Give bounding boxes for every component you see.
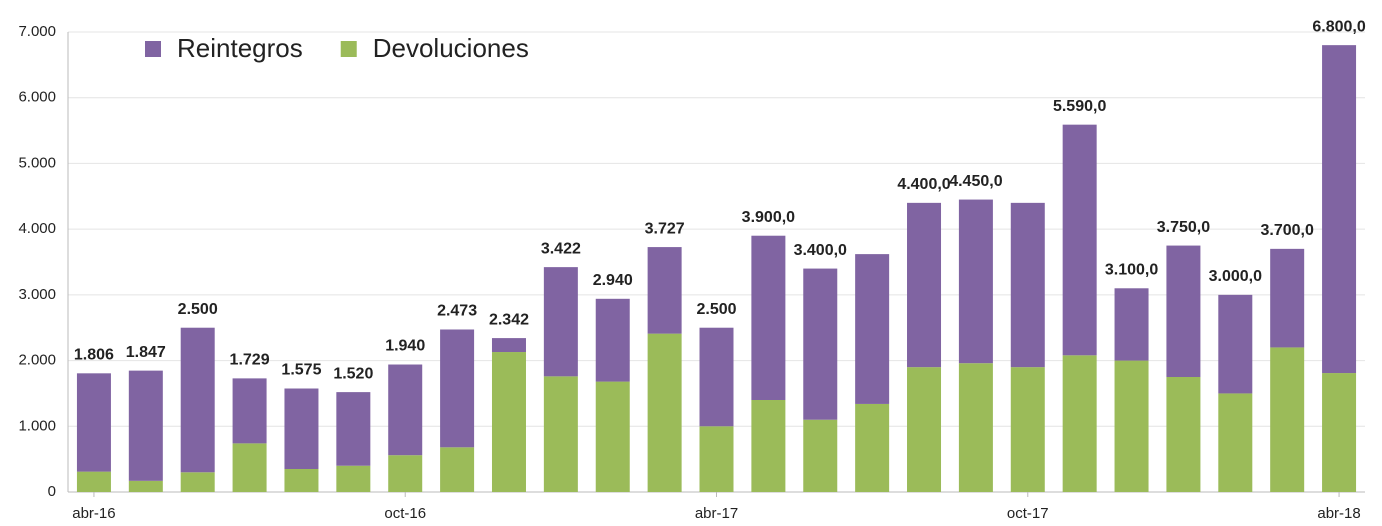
total-label: 3.422 [541,240,581,257]
bar-segment [595,298,630,382]
bar-segment [128,370,163,481]
total-label: 1.940 [385,338,425,355]
bar-segment [180,327,215,473]
bar-segment [699,327,734,427]
bar-segment [440,329,475,448]
bar-segment [1218,393,1253,492]
y-tick-label: 6.000 [18,89,56,106]
x-tick-label: abr-16 [72,505,115,522]
total-label: 2.500 [696,301,736,318]
bar-segment [907,202,942,368]
total-label: 3.900,0 [742,209,795,226]
bar-segment [958,363,993,492]
bar-segment [543,267,578,377]
total-label: 1.847 [126,344,166,361]
total-label: 2.342 [489,311,529,328]
y-tick-label: 1.000 [18,417,56,434]
y-tick-label: 2.000 [18,352,56,369]
x-tick-label: abr-17 [695,505,738,522]
bar-segment [699,426,734,492]
total-label: 3.400,0 [794,242,847,259]
bar-segment [1322,45,1357,374]
bar-segment [1270,248,1305,348]
y-tick-label: 7.000 [18,23,56,40]
bar-segment [440,447,475,492]
bar-segment [1114,288,1149,361]
total-label: 6.800,0 [1312,18,1365,35]
bar-segment [751,400,786,492]
total-label: 1.729 [230,352,270,369]
total-label: 2.473 [437,303,477,320]
bar-segment [232,443,267,492]
bar-segment [543,376,578,492]
bar-segment [491,352,526,492]
total-label: 3.100,0 [1105,262,1158,279]
bar-segment [76,373,111,472]
bar-segment [232,378,267,444]
y-tick-label: 0 [48,483,56,500]
bar-segment [1166,377,1201,492]
bar-segment [1010,367,1045,492]
total-label: 3.727 [645,220,685,237]
bar-segment [284,469,319,492]
total-label: 1.806 [74,347,114,364]
bar-segment [803,268,838,420]
total-label: 2.940 [593,272,633,289]
bar-segment [595,381,630,492]
bar-segment [751,235,786,400]
total-label: 1.520 [333,365,373,382]
bar-segment [803,419,838,492]
bar-segment [1322,373,1357,492]
y-tick-label: 4.000 [18,220,56,237]
bar-segment [1270,347,1305,492]
total-label: 3.700,0 [1260,222,1313,239]
x-tick-label: oct-16 [384,505,426,522]
bar-segment [388,364,423,456]
bar-segment [647,333,682,492]
total-label: 3.000,0 [1209,268,1262,285]
y-tick-label: 5.000 [18,154,56,171]
legend-label: Reintegros [177,33,303,63]
bar-segment [647,247,682,334]
bar-segment [1062,355,1097,492]
bar-segment [336,465,371,492]
x-tick-label: oct-17 [1007,505,1049,522]
y-tick-label: 3.000 [18,286,56,303]
total-label: 3.750,0 [1157,219,1210,236]
bar-segment [855,254,890,404]
bar-segment [855,403,890,492]
total-label: 2.500 [178,301,218,318]
bar-segment [907,367,942,492]
bar-segment [1218,294,1253,394]
legend-label: Devoluciones [373,33,529,63]
bar-segment [284,388,319,469]
total-label: 4.400,0 [897,176,950,193]
bar-segment [76,471,111,492]
bar-segment [491,338,526,353]
bar-segment [128,480,163,492]
total-label: 5.590,0 [1053,98,1106,115]
legend-swatch [145,41,161,57]
bar-segment [1114,360,1149,492]
bar-segment [1062,124,1097,356]
total-label: 4.450,0 [949,173,1002,190]
legend-swatch [340,41,357,57]
bar-segment [180,472,215,492]
x-tick-label: abr-18 [1317,505,1360,522]
bar-segment [336,392,371,466]
total-label: 1.575 [281,362,321,379]
bar-segment [388,455,423,492]
bar-segment [1010,202,1045,368]
bar-segment [958,199,993,364]
bar-segment [1166,245,1201,377]
